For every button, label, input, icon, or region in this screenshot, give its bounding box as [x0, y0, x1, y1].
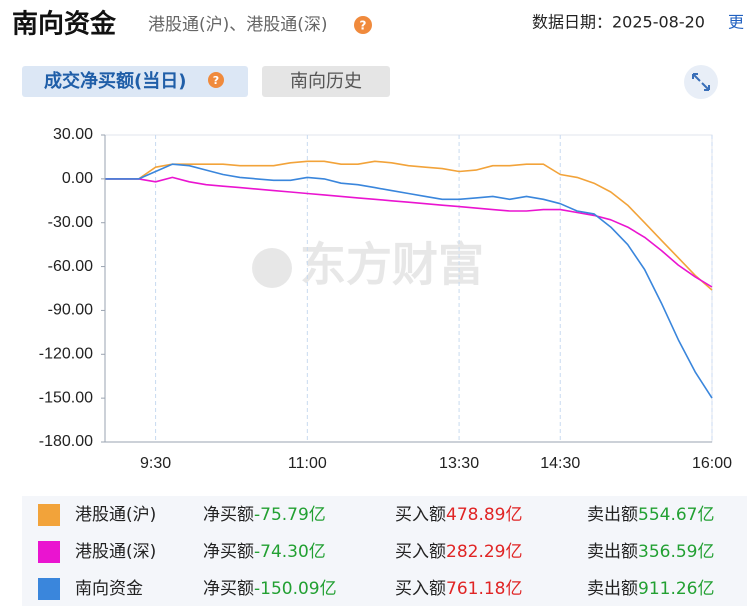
stat-label: 净买额: [203, 579, 254, 599]
more-link[interactable]: 更: [728, 13, 744, 32]
y-tick-label: -60.00: [48, 258, 93, 275]
x-tick-label: 13:30: [439, 455, 479, 472]
y-tick-label: 30.00: [53, 126, 93, 143]
stat-label: 买入额: [395, 579, 446, 599]
tab-label: 南向历史: [290, 71, 362, 92]
help-icon[interactable]: [354, 16, 372, 34]
help-icon[interactable]: [208, 72, 224, 88]
data-date: 数据日期：2025-08-20: [532, 13, 705, 32]
watermark: 东方财富: [252, 238, 484, 292]
stat-label: 净买额: [203, 505, 254, 525]
series-line: [105, 176, 713, 288]
series-line: [105, 160, 713, 291]
legend-label: 南向资金: [75, 579, 143, 599]
stat-value: 356.59亿: [638, 542, 714, 562]
series-line: [105, 163, 713, 399]
legend-swatch: [38, 578, 60, 600]
page-title: 南向资金: [12, 9, 117, 40]
stat: 买入额478.89亿: [395, 505, 522, 525]
stat-value: 554.67亿: [638, 505, 714, 525]
stat: 卖出额356.59亿: [587, 542, 714, 562]
legend-label: 港股通(深): [75, 542, 156, 562]
y-tick-label: -180.00: [39, 433, 93, 450]
stat: 净买额-150.09亿: [203, 579, 337, 599]
stat: 买入额282.29亿: [395, 542, 522, 562]
stat: 卖出额554.67亿: [587, 505, 714, 525]
y-tick-label: -120.00: [39, 346, 93, 363]
stat-value: -75.79亿: [254, 505, 326, 525]
tab-label: 成交净买额(当日): [44, 70, 186, 92]
y-tick-label: -150.00: [39, 389, 93, 406]
stat-value: 911.26亿: [638, 579, 714, 599]
stat-label: 卖出额: [587, 579, 638, 599]
stat: 净买额-75.79亿: [203, 505, 326, 525]
x-tick-label: 16:00: [692, 455, 732, 472]
stat-value: 761.18亿: [446, 579, 522, 599]
stat-label: 买入额: [395, 542, 446, 562]
legend-swatch: [38, 541, 60, 563]
legend-label: 港股通(沪): [75, 505, 156, 525]
stat: 卖出额911.26亿: [587, 579, 714, 599]
x-tick-label: 11:00: [288, 455, 327, 472]
tab-active[interactable]: [22, 66, 248, 97]
stat-value: 282.29亿: [446, 542, 522, 562]
stat-label: 净买额: [203, 542, 254, 562]
stat-label: 买入额: [395, 505, 446, 525]
stat-value: -150.09亿: [254, 579, 337, 599]
stat-value: -74.30亿: [254, 542, 326, 562]
x-tick-label: 9:30: [140, 455, 171, 472]
y-tick-label: 0.00: [62, 170, 93, 187]
help-icon-text: ?: [213, 74, 219, 87]
expand-icon: [692, 73, 710, 91]
legend-swatch: [38, 504, 60, 526]
stat: 净买额-74.30亿: [203, 542, 326, 562]
page-subtitle: 港股通(沪)、港股通(深): [148, 15, 328, 35]
tab[interactable]: [262, 66, 390, 97]
y-tick-label: -90.00: [48, 302, 93, 319]
expand-button[interactable]: [684, 65, 718, 99]
x-tick-label: 14:30: [540, 455, 580, 472]
stat-label: 卖出额: [587, 505, 638, 525]
watermark-text: 东方财富: [300, 238, 484, 292]
stat-label: 卖出额: [587, 542, 638, 562]
stat: 买入额761.18亿: [395, 579, 522, 599]
help-icon-text: ?: [360, 19, 367, 33]
legend-table: [22, 496, 747, 606]
stat-value: 478.89亿: [446, 505, 522, 525]
y-tick-label: -30.00: [48, 214, 93, 231]
